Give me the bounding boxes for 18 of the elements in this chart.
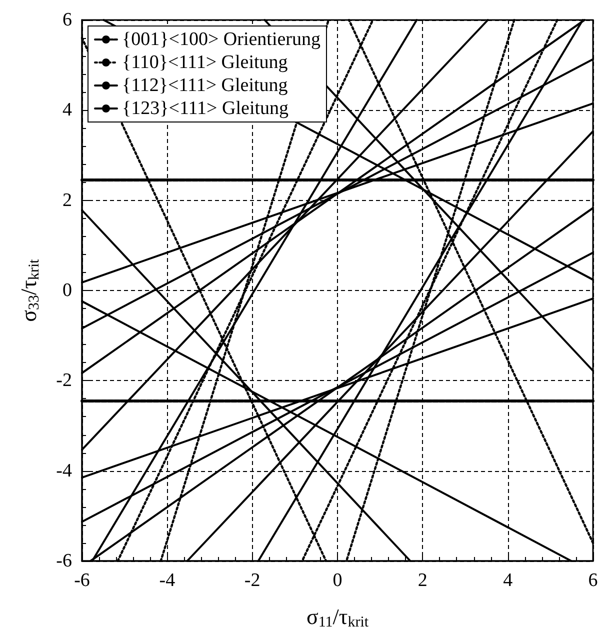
x-tick-label: -4 (159, 570, 176, 591)
y-tick-label: -4 (56, 460, 72, 482)
y-tick-label: 0 (62, 280, 72, 301)
legend-label: {001}<100> Orientierung (122, 29, 321, 50)
y-axis-title: σ33/τkrit (16, 258, 42, 322)
y-tick-label: 6 (62, 10, 72, 30)
x-tick-label: 6 (588, 570, 598, 591)
x-tick-label: 4 (503, 570, 514, 591)
legend-label: {112}<111> Gleitung (122, 75, 288, 96)
y-tick-label: 2 (62, 190, 72, 211)
x-tick-label: 0 (332, 570, 342, 591)
y-tick-label: -2 (56, 370, 72, 392)
x-tick-label: 2 (418, 570, 428, 591)
x-tick-label: -2 (244, 570, 260, 591)
legend-label: {123}<111> Gleitung (122, 98, 289, 119)
y-tick-label: -6 (56, 550, 72, 572)
legend-label: {110}<111> Gleitung (122, 52, 288, 73)
y-tick-label: 4 (62, 100, 72, 121)
